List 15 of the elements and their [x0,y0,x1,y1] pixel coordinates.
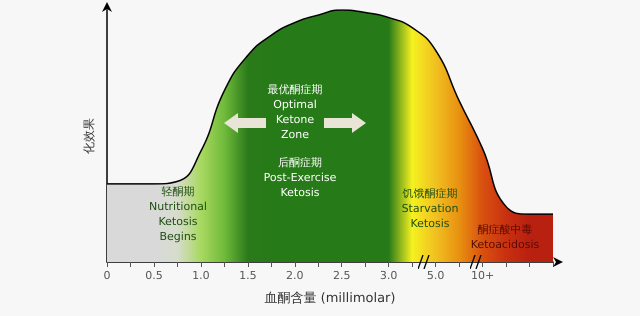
annotation: 酮症酸中毒 Ketoacidosis [470,223,540,251]
annotation: 最优酮症期 Optimal Ketone Zone [268,83,322,141]
x-tick-label: 1.0 [192,269,210,282]
annotation: 后酮症期 Post-Exercise Ketosis [264,156,337,199]
x-tick-label: 2.5 [332,269,350,282]
x-tick-label: 2.0 [286,269,304,282]
x-tick-label: 0.5 [145,269,163,282]
x-tick-label: 1.5 [239,269,257,282]
annotation: 饥饿酮症期 Starvation Ketosis [402,187,458,230]
x-tick-label: 10+ [470,269,494,282]
x-tick-label: 0 [104,269,110,282]
x-tick-label: 3.0 [380,269,398,282]
y-axis-title: 化效果 [82,118,96,154]
x-axis-title: 血酮含量 (millimolar) [264,291,396,306]
x-tick-label: 5.0 [426,269,444,282]
